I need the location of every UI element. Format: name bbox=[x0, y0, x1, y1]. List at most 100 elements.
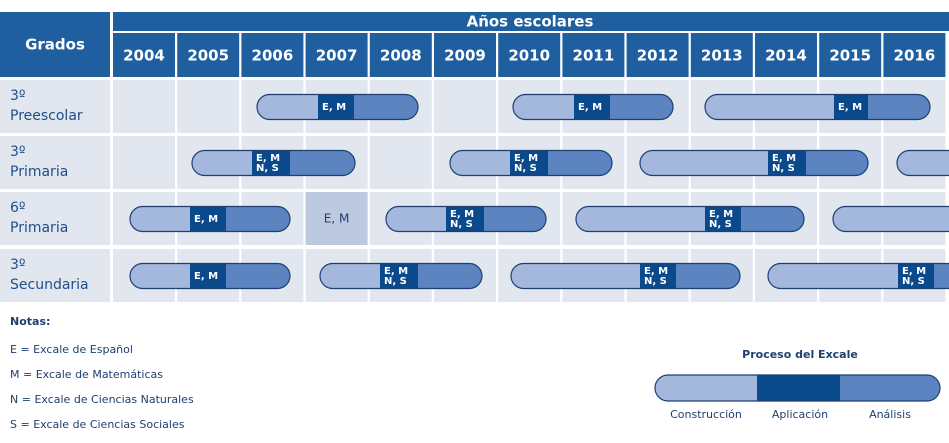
pill-fill bbox=[320, 263, 482, 289]
application bbox=[190, 206, 226, 232]
analysis bbox=[354, 94, 418, 120]
application bbox=[510, 150, 548, 176]
grade-cell bbox=[0, 80, 110, 133]
pill-fill bbox=[386, 206, 546, 232]
pill-label: E, M bbox=[194, 214, 218, 225]
year-cell bbox=[177, 33, 240, 77]
pill-label: N, S bbox=[256, 163, 279, 174]
construction bbox=[450, 150, 510, 176]
year-label: 2015 bbox=[829, 47, 871, 65]
year-label: 2004 bbox=[123, 47, 165, 65]
construction bbox=[768, 263, 898, 289]
pill-fill bbox=[640, 150, 868, 176]
construction bbox=[130, 206, 190, 232]
pill-outline bbox=[319, 262, 483, 290]
notes-title: Notas: bbox=[10, 315, 50, 328]
analysis bbox=[610, 94, 673, 120]
process-pill: E, M bbox=[256, 93, 419, 121]
pill-outline bbox=[191, 149, 356, 177]
year-label: 2009 bbox=[444, 47, 486, 65]
pill-outline bbox=[512, 93, 674, 121]
legend-stage: Análisis bbox=[869, 408, 911, 421]
year-row-cell bbox=[113, 80, 175, 133]
pill-outline bbox=[385, 205, 547, 233]
analysis bbox=[741, 206, 804, 232]
construction bbox=[655, 375, 757, 401]
year-row-cell bbox=[434, 80, 496, 133]
analysis bbox=[226, 263, 290, 289]
grade-number: 3º bbox=[10, 257, 26, 273]
application bbox=[768, 150, 806, 176]
grade-level: Primaria bbox=[10, 220, 68, 236]
pill-fill bbox=[833, 206, 949, 232]
note-item: N = Excale de Ciencias Naturales bbox=[10, 393, 194, 406]
pill-outline bbox=[704, 93, 931, 121]
year-label: 2010 bbox=[508, 47, 550, 65]
pill-label: N, S bbox=[514, 163, 537, 174]
grade-cell bbox=[0, 249, 110, 302]
span-header bbox=[113, 12, 949, 31]
process-pill: E, M bbox=[129, 205, 291, 233]
analysis bbox=[548, 150, 612, 176]
process-pill: E, MN, S bbox=[449, 149, 613, 177]
analysis bbox=[484, 206, 546, 232]
year-cell bbox=[241, 33, 304, 77]
year-cell bbox=[498, 33, 561, 77]
year-cell bbox=[755, 33, 817, 77]
grade-level: Preescolar bbox=[10, 108, 83, 124]
pill-fill bbox=[192, 150, 355, 176]
pill-fill bbox=[450, 150, 612, 176]
year-label: 2006 bbox=[252, 47, 294, 65]
applied-cell bbox=[305, 192, 368, 245]
construction bbox=[833, 206, 949, 232]
legend-stage: Aplicación bbox=[772, 408, 828, 421]
pill-fill bbox=[705, 94, 930, 120]
pill-label: E, M bbox=[902, 266, 926, 277]
year-cell bbox=[434, 33, 496, 77]
process-pill: E, MN, S bbox=[510, 262, 741, 290]
grade-cell bbox=[0, 192, 110, 245]
pill-label: N, S bbox=[902, 276, 925, 287]
year-cell bbox=[883, 33, 946, 77]
process-pill: E, MN, S bbox=[385, 205, 547, 233]
year-row-cell bbox=[113, 136, 175, 189]
year-label: 2012 bbox=[637, 47, 679, 65]
analysis bbox=[840, 375, 940, 401]
pill-label: E, M bbox=[384, 266, 408, 277]
year-cell bbox=[113, 33, 175, 77]
application bbox=[898, 263, 934, 289]
pill-label: E, M bbox=[709, 209, 733, 220]
year-label: 2014 bbox=[765, 47, 807, 65]
application bbox=[318, 94, 354, 120]
pill-label: E, M bbox=[514, 153, 538, 164]
pill-outline bbox=[449, 149, 613, 177]
year-row-cell bbox=[177, 80, 240, 133]
process-pill: E, M bbox=[512, 93, 674, 121]
note-item: S = Excale de Ciencias Sociales bbox=[10, 418, 185, 431]
application bbox=[705, 206, 741, 232]
grade-cell bbox=[0, 136, 110, 189]
analysis bbox=[226, 206, 290, 232]
pill-fill bbox=[130, 263, 290, 289]
pill-fill bbox=[511, 263, 740, 289]
application bbox=[640, 263, 676, 289]
pill-outline bbox=[256, 93, 419, 121]
construction bbox=[320, 263, 380, 289]
pill-fill bbox=[257, 94, 418, 120]
process-pill: E, M bbox=[129, 262, 291, 290]
process-pill: E, MN, S bbox=[575, 205, 805, 233]
construction bbox=[705, 94, 834, 120]
application bbox=[757, 375, 840, 401]
pill-label: E, M bbox=[578, 102, 602, 113]
pill-label: E, M bbox=[838, 102, 862, 113]
pill-label: N, S bbox=[644, 276, 667, 287]
applied-cell-label: E, M bbox=[324, 212, 350, 226]
pill-fill bbox=[897, 150, 949, 176]
analysis bbox=[290, 150, 355, 176]
grade-level: Secundaria bbox=[10, 277, 89, 293]
construction bbox=[257, 94, 318, 120]
pill-label: N, S bbox=[709, 219, 732, 230]
pill-outline bbox=[767, 262, 949, 290]
pill-fill bbox=[768, 263, 949, 289]
